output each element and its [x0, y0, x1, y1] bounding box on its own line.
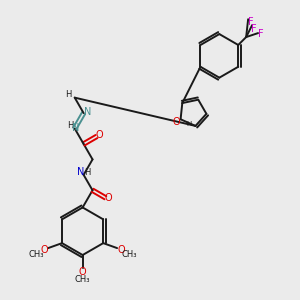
Text: O: O — [173, 117, 180, 127]
Text: F: F — [258, 29, 264, 39]
Text: CH₃: CH₃ — [121, 250, 137, 259]
Text: H: H — [186, 121, 191, 127]
Text: N: N — [72, 122, 80, 133]
Text: H: H — [84, 168, 91, 177]
Text: F: F — [248, 17, 254, 27]
Text: O: O — [40, 245, 48, 255]
Text: O: O — [105, 193, 112, 203]
Text: CH₃: CH₃ — [75, 275, 90, 284]
Text: O: O — [117, 245, 125, 255]
Text: H: H — [68, 121, 74, 130]
Text: CH₃: CH₃ — [28, 250, 44, 259]
Text: O: O — [79, 267, 86, 277]
Text: H: H — [66, 90, 72, 99]
Text: O: O — [96, 130, 103, 140]
Text: F: F — [251, 24, 257, 34]
Text: N: N — [84, 107, 91, 117]
Text: N: N — [77, 167, 84, 177]
